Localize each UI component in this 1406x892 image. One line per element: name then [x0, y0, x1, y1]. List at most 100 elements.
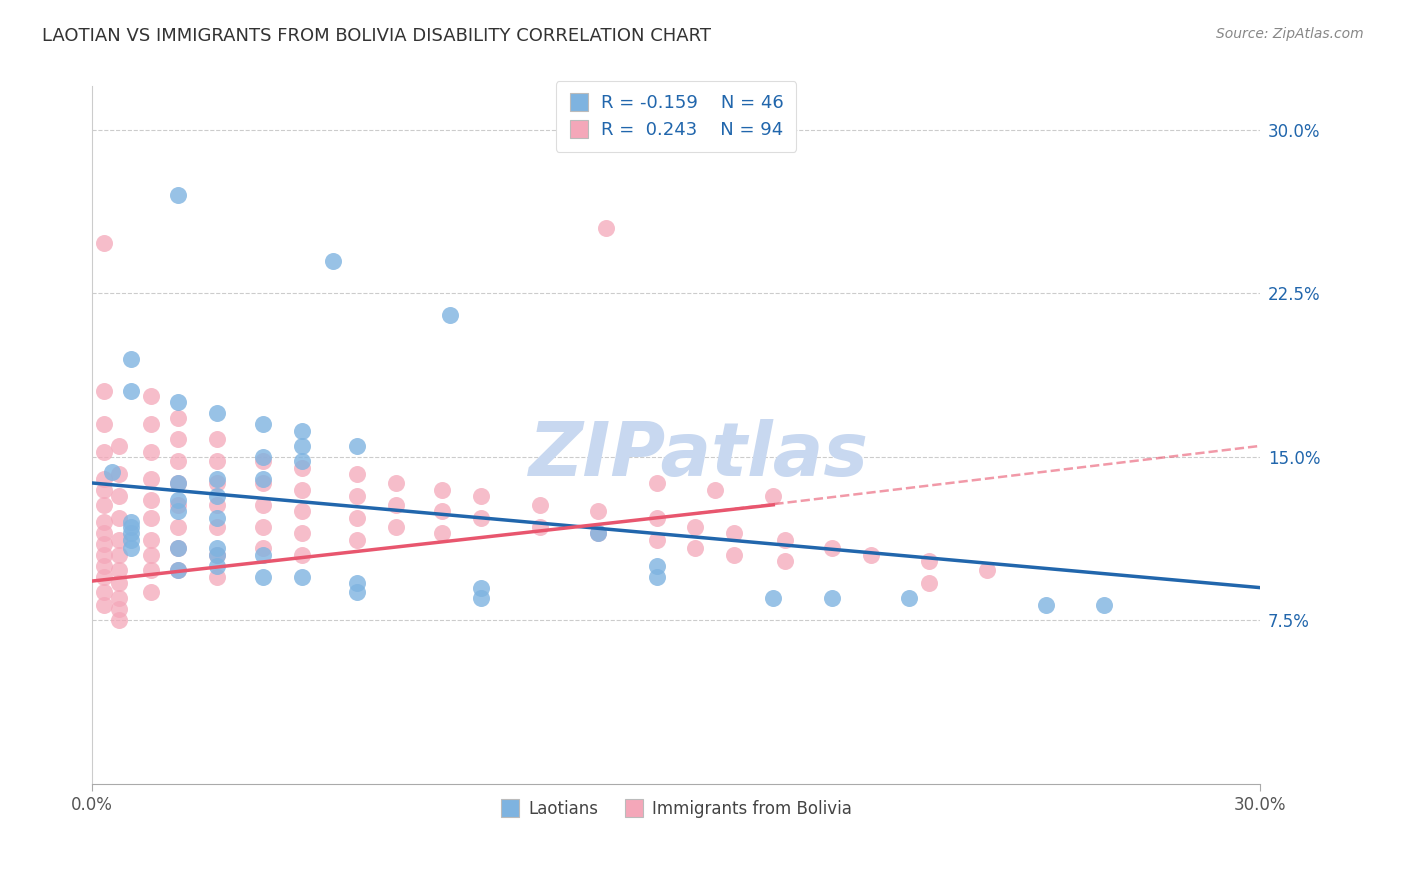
Point: [252, 519, 274, 533]
Point: [205, 489, 228, 503]
Point: [252, 450, 274, 464]
Point: [252, 454, 274, 468]
Point: [252, 541, 274, 556]
Point: [139, 563, 162, 577]
Point: [93, 236, 115, 251]
Point: [645, 533, 668, 547]
Point: [205, 541, 228, 556]
Point: [108, 511, 131, 525]
Point: [432, 483, 454, 497]
Point: [166, 563, 188, 577]
Point: [139, 585, 162, 599]
Point: [685, 541, 707, 556]
Point: [820, 541, 842, 556]
Text: ZIPatlas: ZIPatlas: [529, 419, 869, 492]
Point: [205, 454, 228, 468]
Point: [93, 570, 115, 584]
Point: [166, 541, 188, 556]
Point: [346, 489, 368, 503]
Point: [645, 511, 668, 525]
Point: [108, 548, 131, 562]
Point: [108, 613, 131, 627]
Point: [93, 445, 115, 459]
Point: [346, 576, 368, 591]
Point: [108, 563, 131, 577]
Point: [291, 483, 314, 497]
Point: [252, 498, 274, 512]
Point: [685, 519, 707, 533]
Point: [384, 475, 406, 490]
Point: [346, 511, 368, 525]
Point: [384, 519, 406, 533]
Point: [586, 526, 609, 541]
Point: [93, 515, 115, 529]
Point: [322, 253, 344, 268]
Point: [773, 533, 796, 547]
Point: [470, 591, 492, 606]
Point: [93, 558, 115, 573]
Point: [586, 504, 609, 518]
Point: [139, 389, 162, 403]
Point: [252, 472, 274, 486]
Text: LAOTIAN VS IMMIGRANTS FROM BOLIVIA DISABILITY CORRELATION CHART: LAOTIAN VS IMMIGRANTS FROM BOLIVIA DISAB…: [42, 27, 711, 45]
Point: [93, 537, 115, 551]
Point: [346, 585, 368, 599]
Point: [820, 591, 842, 606]
Point: [205, 519, 228, 533]
Point: [252, 417, 274, 432]
Point: [120, 533, 142, 547]
Point: [108, 602, 131, 616]
Point: [93, 598, 115, 612]
Point: [166, 541, 188, 556]
Point: [139, 511, 162, 525]
Point: [291, 504, 314, 518]
Point: [859, 548, 882, 562]
Point: [205, 498, 228, 512]
Point: [470, 511, 492, 525]
Point: [432, 504, 454, 518]
Point: [529, 498, 551, 512]
Point: [93, 417, 115, 432]
Point: [166, 433, 188, 447]
Point: [93, 498, 115, 512]
Point: [205, 548, 228, 562]
Point: [529, 519, 551, 533]
Point: [205, 475, 228, 490]
Point: [595, 221, 617, 235]
Point: [120, 351, 142, 366]
Point: [252, 475, 274, 490]
Point: [291, 439, 314, 453]
Point: [762, 489, 785, 503]
Point: [108, 489, 131, 503]
Point: [166, 493, 188, 508]
Point: [93, 384, 115, 399]
Point: [205, 548, 228, 562]
Point: [432, 526, 454, 541]
Point: [205, 511, 228, 525]
Point: [291, 454, 314, 468]
Point: [205, 406, 228, 420]
Point: [108, 533, 131, 547]
Point: [346, 439, 368, 453]
Point: [93, 548, 115, 562]
Point: [100, 465, 122, 479]
Point: [470, 581, 492, 595]
Point: [645, 558, 668, 573]
Point: [723, 526, 745, 541]
Point: [645, 475, 668, 490]
Point: [120, 519, 142, 533]
Point: [918, 554, 941, 568]
Point: [1035, 598, 1057, 612]
Point: [166, 454, 188, 468]
Point: [166, 504, 188, 518]
Point: [384, 498, 406, 512]
Text: Source: ZipAtlas.com: Source: ZipAtlas.com: [1216, 27, 1364, 41]
Point: [1092, 598, 1115, 612]
Point: [439, 308, 461, 322]
Point: [205, 433, 228, 447]
Point: [139, 472, 162, 486]
Point: [291, 460, 314, 475]
Point: [205, 472, 228, 486]
Point: [645, 570, 668, 584]
Point: [252, 548, 274, 562]
